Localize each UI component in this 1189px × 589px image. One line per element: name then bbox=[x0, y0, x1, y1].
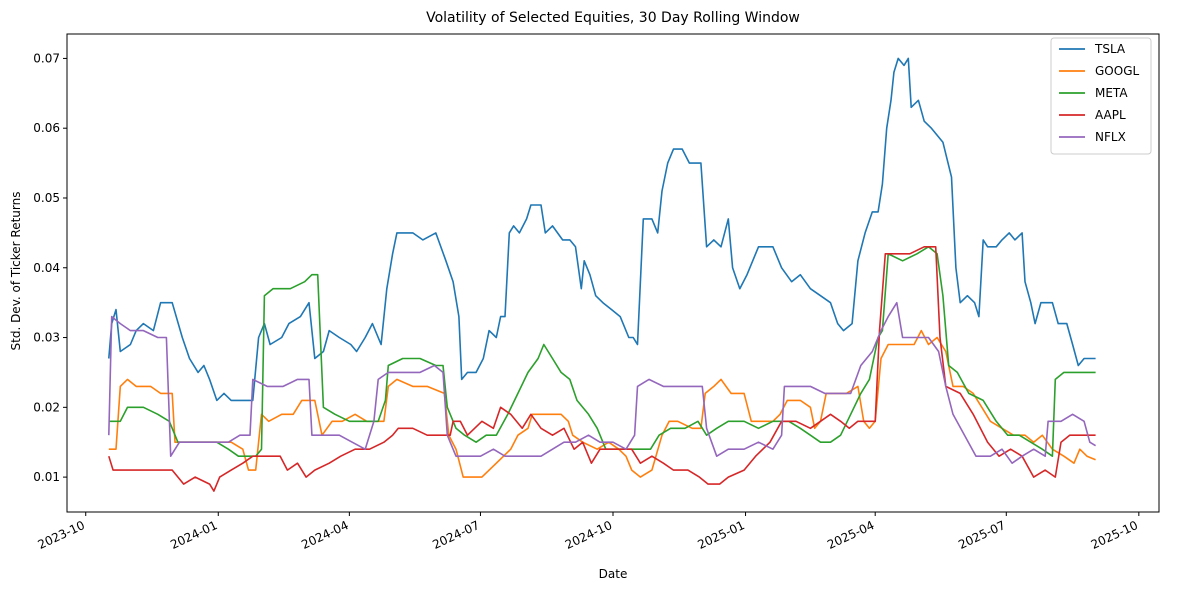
legend-label-aapl: AAPL bbox=[1095, 108, 1126, 122]
x-tick-label: 2025-07 bbox=[956, 518, 1007, 552]
legend-label-nflx: NFLX bbox=[1095, 130, 1126, 144]
y-tick-label: 0.02 bbox=[33, 400, 60, 414]
plot-area bbox=[108, 57, 1097, 492]
y-axis-title: Std. Dev. of Ticker Returns bbox=[9, 192, 23, 351]
x-tick-label: 2025-04 bbox=[825, 518, 876, 552]
y-tick-label: 0.04 bbox=[33, 261, 60, 275]
y-tick-label: 0.03 bbox=[33, 331, 60, 345]
series-line-googl bbox=[108, 329, 1096, 478]
y-tick-label: 0.05 bbox=[33, 191, 60, 205]
y-tick-label: 0.07 bbox=[33, 51, 60, 65]
x-tick-label: 2025-01 bbox=[695, 518, 746, 552]
legend: TSLA GOOGL META AAPL NFLX bbox=[1050, 37, 1152, 155]
y-tick-label: 0.06 bbox=[33, 121, 60, 135]
x-axis: 2023-10 2024-01 2024-04 2024-07 2024-10 2025-… bbox=[36, 512, 1140, 552]
legend-label-googl: GOOGL bbox=[1095, 64, 1139, 78]
legend-box bbox=[1050, 37, 1152, 155]
plot-frame bbox=[66, 33, 1160, 513]
series-line-tsla bbox=[108, 57, 1096, 402]
x-tick-label: 2024-07 bbox=[430, 518, 481, 552]
x-tick-label: 2025-10 bbox=[1089, 518, 1140, 552]
x-tick-label: 2024-01 bbox=[168, 518, 219, 552]
chart-title: Volatility of Selected Equities, 30 Day … bbox=[426, 10, 800, 26]
legend-label-meta: META bbox=[1095, 86, 1128, 100]
x-tick-label: 2024-10 bbox=[563, 518, 614, 552]
x-tick-label: 2023-10 bbox=[36, 518, 87, 552]
x-tick-label: 2024-04 bbox=[299, 518, 350, 552]
series-line-meta bbox=[108, 246, 1096, 457]
series-line-nflx bbox=[108, 301, 1097, 464]
x-axis-title: Date bbox=[599, 567, 628, 581]
y-axis: 0.01 0.02 0.03 0.04 0.05 0.06 0.07 bbox=[33, 51, 67, 484]
y-tick-label: 0.01 bbox=[33, 470, 60, 484]
series-line-aapl bbox=[108, 246, 1096, 492]
legend-label-tsla: TSLA bbox=[1094, 42, 1126, 56]
